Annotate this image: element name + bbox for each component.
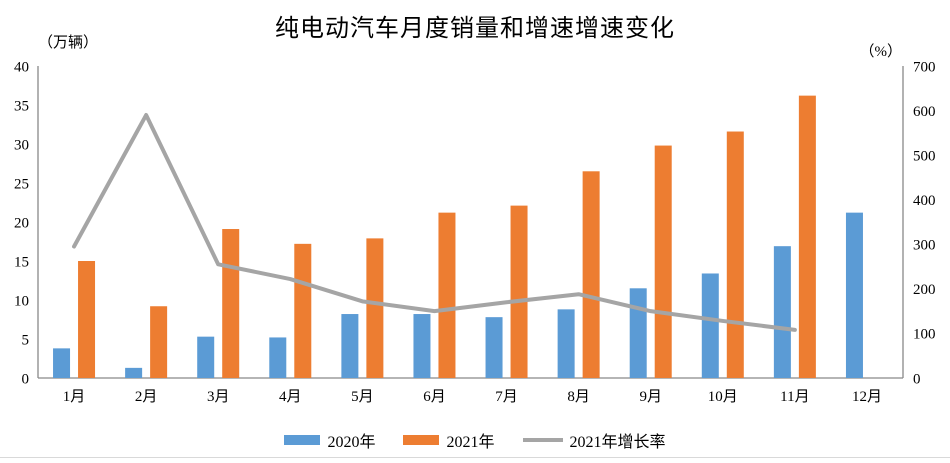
chart-title: 纯电动汽车月度销量和增速增速变化 [275,16,675,42]
left-axis-tick-label: 10 [14,293,29,309]
x-axis-category-label: 4月 [279,389,302,405]
legend-item-2020: 2020年 [284,428,375,452]
right-axis-tick-label: 700 [913,59,936,75]
bar-2021年-11月 [798,95,816,378]
bar-2021年-2月 [150,306,168,378]
legend-item-2021: 2021年 [403,428,495,452]
legend-swatch-growth-line [522,438,563,442]
growth-rate-line [72,113,797,332]
x-axis-category-label: 6月 [423,389,446,405]
bar-2021年-8月 [582,171,600,378]
right-axis-tick-label: 500 [913,148,936,164]
x-axis-category-label: 5月 [351,389,374,405]
x-axis-category-label: 8月 [567,389,590,405]
bar-2020年-5月 [341,314,359,378]
bar-2021年-4月 [294,243,312,378]
bar-2020年-10月 [701,273,719,378]
bar-2021年-1月 [78,261,96,378]
bar-2020年-4月 [269,337,287,378]
bottom-divider [0,457,950,458]
bar-2021年-6月 [438,212,456,378]
legend-swatch-2021-bar [403,435,440,445]
x-axis-category-label: 11月 [780,389,809,405]
legend-label-2021: 2021年 [446,434,495,451]
right-axis-tick-label: 400 [913,193,936,209]
bar-2020年-11月 [773,246,791,378]
bar-2020年-2月 [125,367,143,378]
bar-2020年-12月 [845,212,863,378]
left-axis-unit-label: （万辆） [38,35,99,51]
left-axis-tick-label: 15 [14,254,29,270]
bar-2021年-5月 [366,238,384,378]
left-axis-tick-label: 0 [22,371,30,387]
left-axis-tick-label: 40 [14,59,29,75]
bar-2020年-3月 [197,336,215,378]
left-axis-tick-label: 35 [14,98,29,114]
right-axis-tick-label: 100 [913,327,936,343]
left-axis-tick-label: 5 [22,332,30,348]
x-axis-category-label: 9月 [639,389,662,405]
x-axis-category-label: 7月 [495,389,518,405]
legend-item-growth-rate: 2021年增长率 [522,428,666,452]
legend-label-2020: 2020年 [327,434,376,451]
right-axis-tick-label: 200 [913,282,936,298]
right-axis-tick-label: 300 [913,238,936,254]
right-axis-unit-label: （%） [859,44,903,60]
x-axis-category-label: 1月 [63,389,86,405]
left-axis-tick-label: 25 [14,176,29,192]
bar-2021年-10月 [726,131,744,378]
left-axis-tick-label: 20 [14,215,29,231]
bar-2020年-1月 [53,348,71,378]
bar-2020年-7月 [485,317,503,378]
x-axis-category-label: 3月 [207,389,230,405]
x-axis-category-label: 10月 [708,389,738,405]
bar-2020年-8月 [557,309,575,378]
x-axis-category-label: 2月 [135,389,158,405]
right-axis-tick-label: 0 [913,371,921,387]
x-axis-category-label: 12月 [852,389,882,405]
left-axis-tick-label: 30 [14,137,29,153]
bar-2021年-9月 [654,145,672,378]
bar-2020年-9月 [629,288,647,378]
legend-label-growth-rate: 2021年增长率 [569,434,666,451]
bar-2021年-7月 [510,205,528,378]
bar-2021年-3月 [222,229,240,378]
right-axis-tick-label: 600 [913,104,936,120]
legend-swatch-2020-bar [284,435,321,445]
bar-2020年-6月 [413,314,431,378]
legend: 2020年 2021年 2021年增长率 [0,428,950,452]
